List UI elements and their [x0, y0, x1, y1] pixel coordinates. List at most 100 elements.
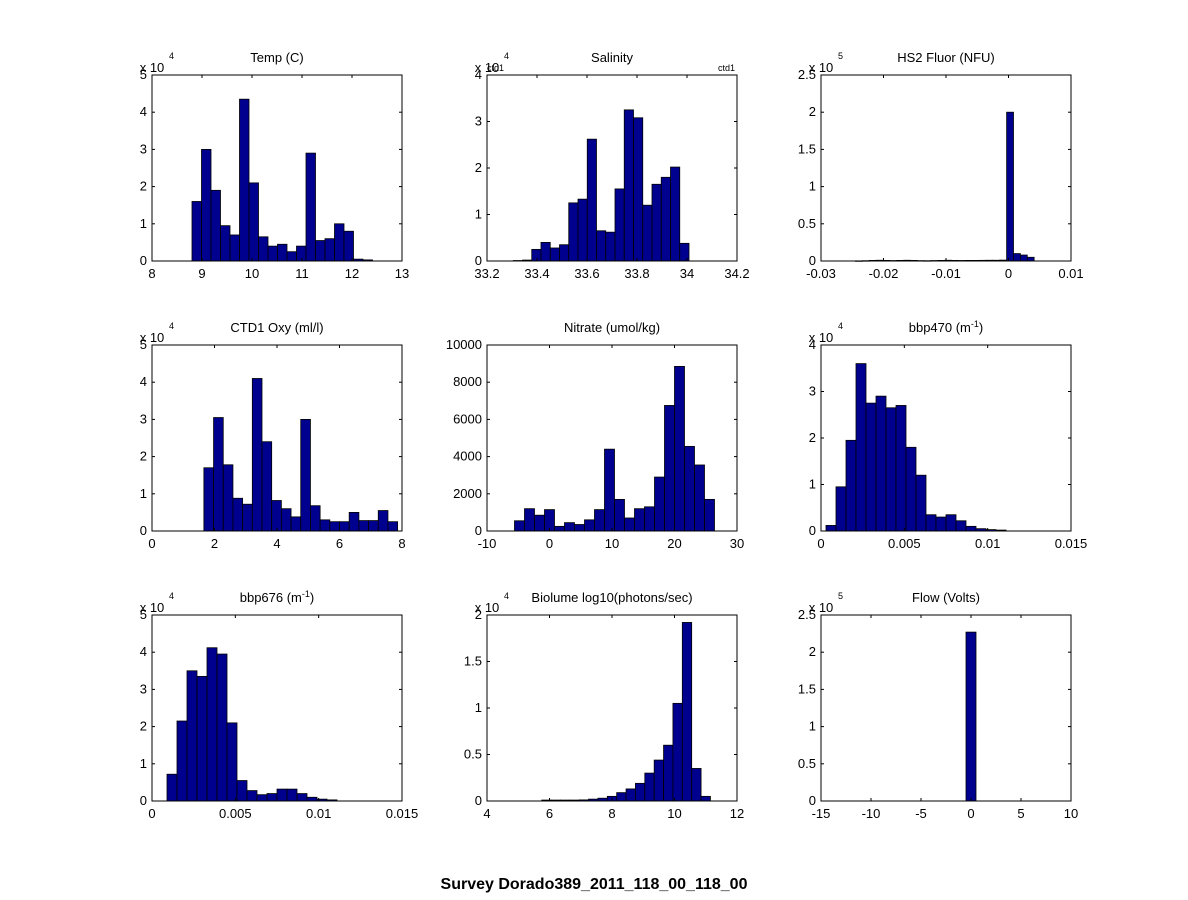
histogram-bar [305, 152, 316, 262]
histogram-bar [549, 247, 560, 262]
x-tick-label: 0.005 [888, 536, 921, 551]
y-tick-label: 2 [809, 430, 816, 445]
x-tick-label: 4 [483, 806, 490, 821]
histogram-bar [616, 792, 627, 802]
y-tick-label: 1 [475, 207, 482, 222]
x-tick-label: 0.01 [975, 536, 1000, 551]
histogram-bar [935, 516, 947, 532]
axis-multiplier: x 10 [140, 60, 165, 75]
histogram-bar [681, 622, 693, 802]
histogram-bar [654, 476, 665, 532]
histogram-bar [574, 524, 585, 532]
axis-multiplier: x 10 [475, 600, 500, 615]
histogram-bar [915, 474, 927, 532]
histogram-bar [694, 464, 705, 532]
panel-title: HS2 Fluor (NFU) [897, 50, 995, 65]
x-tick-label: -10 [478, 536, 497, 551]
histogram-bar [577, 198, 588, 262]
x-tick-label: -10 [862, 806, 881, 821]
histogram-bar [348, 512, 360, 532]
histogram-bar [674, 365, 685, 532]
y-tick-label: 6000 [453, 411, 482, 426]
y-tick-label: 2 [809, 104, 816, 119]
axis-multiplier-exponent: 4 [169, 321, 174, 331]
panel-annotation: ctd1 [487, 63, 504, 73]
histogram-bar [625, 788, 636, 802]
histogram-bar [965, 525, 977, 532]
histogram-bar [203, 467, 214, 532]
x-tick-label: 5 [1017, 806, 1024, 821]
x-tick-label: 11 [295, 266, 309, 281]
panel-title: Temp (C) [250, 50, 303, 65]
x-tick-label: 9 [198, 266, 205, 281]
histogram-bar [1026, 256, 1035, 262]
y-tick-label: 0 [475, 253, 482, 268]
histogram-bar [296, 793, 308, 802]
histogram-bar [596, 230, 607, 262]
histogram-bar [319, 519, 331, 532]
histogram-bar [286, 251, 297, 262]
histogram-bar [633, 117, 644, 262]
x-tick-label: 10 [245, 266, 259, 281]
histogram-bar [266, 793, 278, 802]
histogram-bar [614, 188, 625, 262]
histogram-bar [664, 405, 675, 532]
histogram-bar [531, 248, 542, 262]
histogram-bar [568, 202, 579, 262]
x-tick-label: 4 [273, 536, 280, 551]
y-tick-label: 1.5 [798, 141, 816, 156]
x-tick-label: 33.2 [474, 266, 499, 281]
histogram-bar [310, 505, 321, 532]
histogram-bar [186, 670, 198, 802]
histogram-bar [651, 183, 662, 262]
histogram-bar [586, 138, 597, 262]
panel-title: bbp470 (m-1) [909, 319, 984, 335]
y-tick-label: 4 [475, 67, 482, 82]
histogram-bar [387, 521, 399, 532]
y-tick-label: 0 [140, 253, 147, 268]
histogram-bar [226, 722, 238, 802]
histogram-bar [835, 486, 847, 532]
x-tick-label: 0.01 [1058, 266, 1083, 281]
x-tick-label: 33.8 [624, 266, 649, 281]
axes-box [820, 74, 1072, 262]
panel-title: Salinity [591, 50, 633, 65]
histogram-bar [594, 509, 605, 532]
histogram-bar [210, 189, 221, 262]
x-tick-label: 0 [817, 536, 824, 551]
histogram-bar [236, 780, 248, 802]
histogram-bar [524, 508, 535, 532]
histogram-bar [670, 166, 681, 262]
y-tick-label: 4000 [453, 449, 482, 464]
histogram-bar [329, 521, 340, 532]
y-tick-label: 2000 [453, 486, 482, 501]
histogram-bar [267, 245, 278, 262]
histogram-bar [584, 519, 595, 532]
histogram-bar [239, 98, 250, 262]
y-tick-label: 1.5 [464, 654, 482, 669]
histogram-bar [635, 782, 646, 802]
y-tick-label: 1 [809, 477, 816, 492]
panel-title: Biolume log10(photons/sec) [531, 590, 692, 605]
y-tick-label: 1 [140, 756, 147, 771]
histogram-bar [855, 363, 867, 532]
y-tick-label: 2 [475, 160, 482, 175]
histogram-bar [306, 796, 318, 802]
x-tick-label: -0.03 [806, 266, 836, 281]
histogram-bar [256, 794, 268, 802]
axis-multiplier: x 10 [809, 330, 834, 345]
histogram-bar [277, 243, 288, 262]
axis-multiplier-exponent: 4 [169, 591, 174, 601]
histogram-bar [191, 201, 202, 262]
panel-title: Flow (Volts) [912, 590, 980, 605]
x-tick-label: 8 [608, 806, 615, 821]
histogram-bar [644, 506, 655, 532]
histogram-bar [1006, 111, 1014, 262]
histogram-bar [196, 675, 208, 802]
histogram-bar [825, 525, 837, 532]
histogram-bar [945, 514, 957, 532]
histogram-panel-9: -15 -10 -5 0 5 10 0 0.5 1 1.5 2 2.5 Flow (Volts) x 10… [798, 590, 1078, 821]
y-tick-label: 0 [140, 523, 147, 538]
histogram-bar [276, 788, 288, 802]
